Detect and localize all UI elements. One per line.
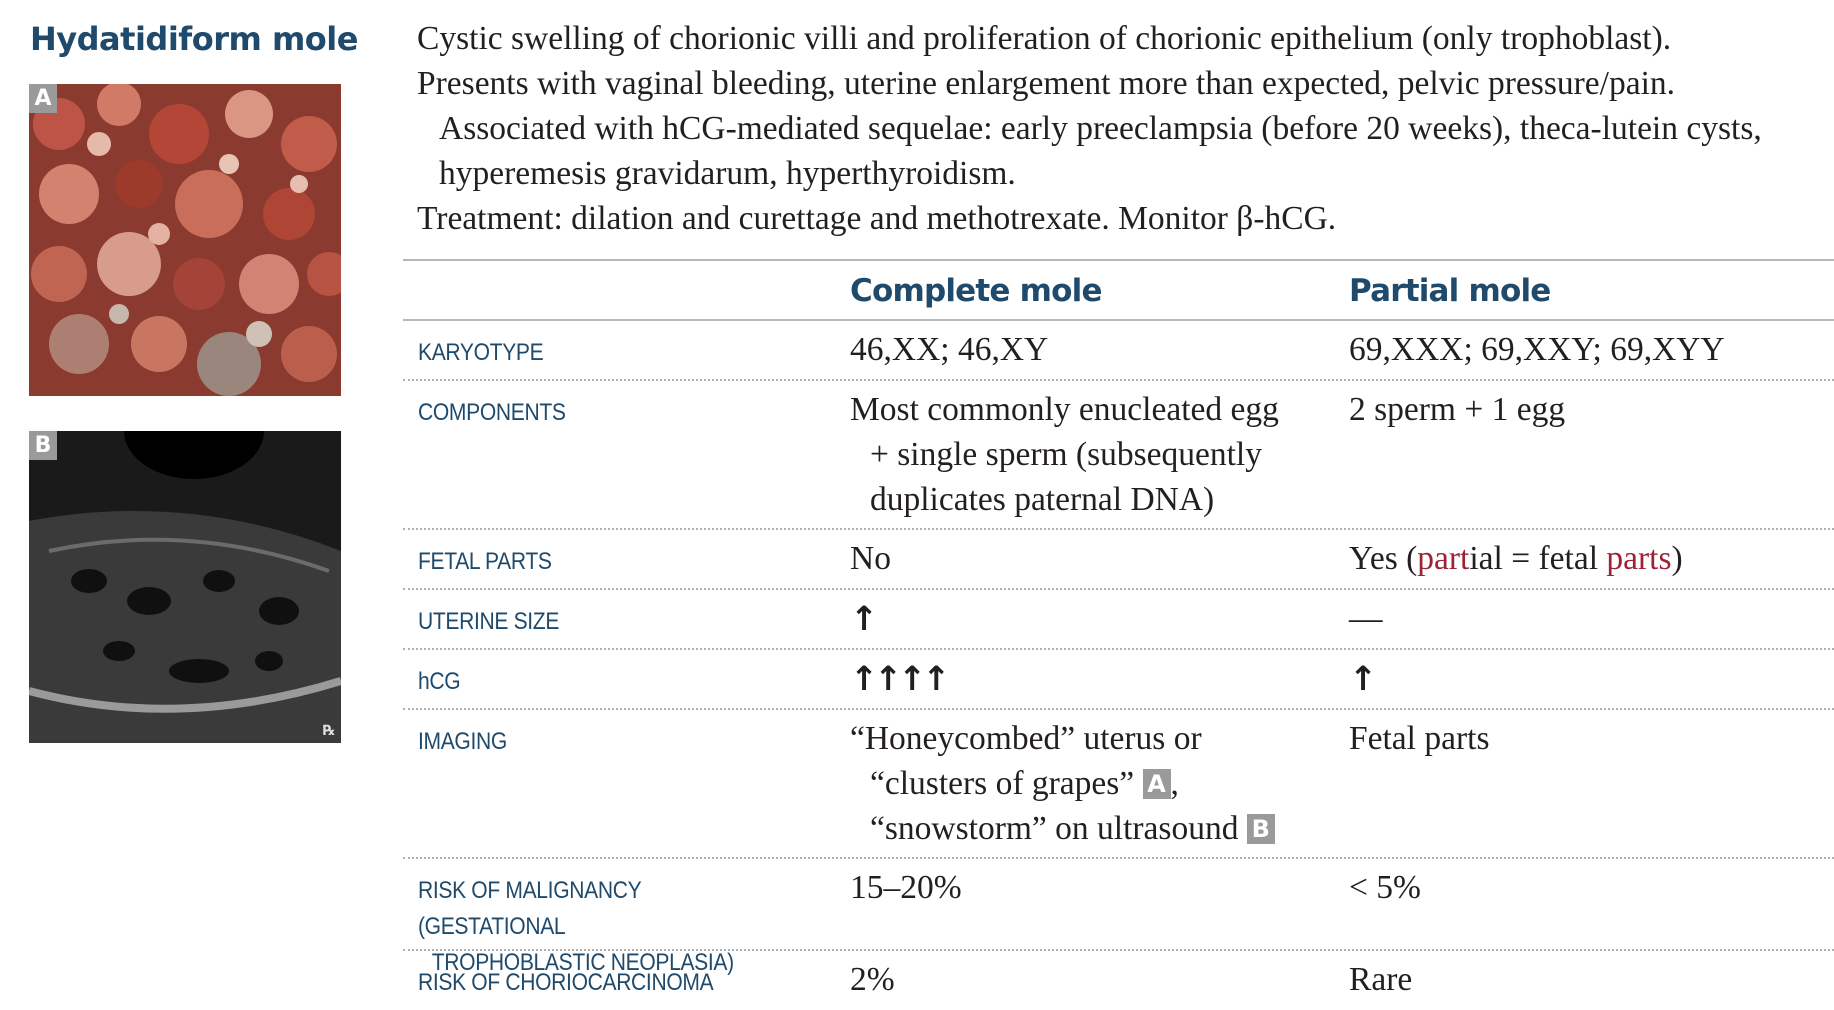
partial-value: Yes (partial = fetal parts): [1349, 536, 1683, 581]
row-label: RISK OF CHORIOCARCINOMA: [418, 969, 714, 996]
value-text: ,: [1170, 765, 1179, 802]
complete-value: No: [850, 540, 891, 577]
intro-line: Treatment: dilation and curettage and me…: [417, 200, 1337, 237]
text-part: Yes (: [1349, 540, 1418, 577]
table-row-malignancy: RISK OF MALIGNANCY (GESTATIONAL TROPHOBLA…: [403, 859, 1834, 976]
row-label: RISK OF MALIGNANCY (GESTATIONAL TROPHOBLA…: [418, 873, 762, 981]
image-a-label: A: [29, 84, 57, 113]
intro-line: hyperemesis gravidarum, hyperthyroidism.: [439, 155, 1016, 192]
ultrasound-image: B ℞: [29, 431, 341, 743]
partial-value: Rare: [1349, 961, 1413, 998]
highlight-text: part: [1417, 540, 1470, 577]
complete-value: 46,XX; 46,XY: [850, 331, 1049, 368]
row-label: hCG: [418, 668, 461, 695]
label-line: TROPHOBLASTIC NEOPLASIA): [431, 949, 734, 976]
up-arrow-icon: ↑: [1349, 659, 1377, 698]
value-line: duplicates paternal DNA): [870, 481, 1215, 518]
table-row-components: COMPONENTS Most commonly enucleated egg …: [403, 381, 1834, 530]
partial-value: —: [1349, 600, 1383, 637]
partial-value: 69,XXX; 69,XXY; 69,XYY: [1349, 331, 1725, 368]
partial-value: < 5%: [1349, 869, 1421, 906]
header-partial-mole: Partial mole: [1349, 273, 1551, 309]
complete-value: 15–20%: [850, 869, 962, 906]
value-line: “Honeycombed” uterus or: [850, 720, 1202, 757]
image-a-ref: A: [1142, 769, 1171, 799]
highlight-text: parts: [1606, 540, 1672, 577]
label-line: RISK OF MALIGNANCY (GESTATIONAL: [418, 877, 641, 940]
complete-value: 2%: [850, 961, 895, 998]
text-part: ): [1671, 540, 1683, 577]
comparison-table: Complete mole Partial mole KARYOTYPE 46,…: [403, 259, 1834, 1009]
table-row-imaging: IMAGING “Honeycombed” uterus or “cluster…: [403, 710, 1834, 859]
intro-line: Associated with hCG-mediated sequelae: e…: [439, 110, 1762, 147]
header-complete-mole: Complete mole: [850, 273, 1102, 309]
value-line: “clusters of grapes” A,: [850, 761, 1275, 806]
partial-value: Fetal parts: [1349, 720, 1490, 757]
row-label: COMPONENTS: [418, 399, 566, 426]
table-header: Complete mole Partial mole: [403, 261, 1834, 321]
complete-value: Most commonly enucleated egg + single sp…: [850, 387, 1279, 522]
complete-value: “Honeycombed” uterus or “clusters of gra…: [850, 716, 1275, 851]
intro-text: Cystic swelling of chorionic villi and p…: [417, 16, 1817, 241]
intro-line: Presents with vaginal bleeding, uterine …: [417, 65, 1676, 102]
up-arrows-icon: ↑↑↑↑: [850, 659, 950, 698]
up-arrow-icon: ↑: [850, 599, 878, 638]
table-row-hcg: hCG ↑↑↑↑ ↑: [403, 650, 1834, 710]
table-row-fetal-parts: FETAL PARTS No Yes (partial = fetal part…: [403, 530, 1834, 590]
partial-value: 2 sperm + 1 egg: [1349, 391, 1566, 428]
value-text: “clusters of grapes”: [870, 765, 1135, 802]
value-line: + single sperm (subsequently: [870, 436, 1262, 473]
gross-specimen-image: A: [29, 84, 341, 396]
value-text: “snowstorm” on ultrasound: [870, 810, 1239, 847]
section-title: Hydatidiform mole: [30, 20, 358, 58]
row-label: FETAL PARTS: [418, 548, 552, 575]
table-row-karyotype: KARYOTYPE 46,XX; 46,XY 69,XXX; 69,XXY; 6…: [403, 321, 1834, 381]
row-label: IMAGING: [418, 728, 507, 755]
table-row-choriocarcinoma: RISK OF CHORIOCARCINOMA 2% Rare: [403, 951, 1834, 1009]
image-b-label: B: [29, 431, 57, 460]
rx-icon: ℞: [322, 723, 336, 739]
value-line: Most commonly enucleated egg: [850, 391, 1279, 428]
row-label: UTERINE SIZE: [418, 608, 560, 635]
row-label: KARYOTYPE: [418, 339, 544, 366]
image-b-ref: B: [1246, 814, 1275, 844]
intro-line: Cystic swelling of chorionic villi and p…: [417, 20, 1672, 57]
value-line: “snowstorm” on ultrasound B: [850, 806, 1275, 851]
text-part: ial = fetal: [1469, 540, 1607, 577]
table-row-uterine-size: UTERINE SIZE ↑ —: [403, 590, 1834, 650]
